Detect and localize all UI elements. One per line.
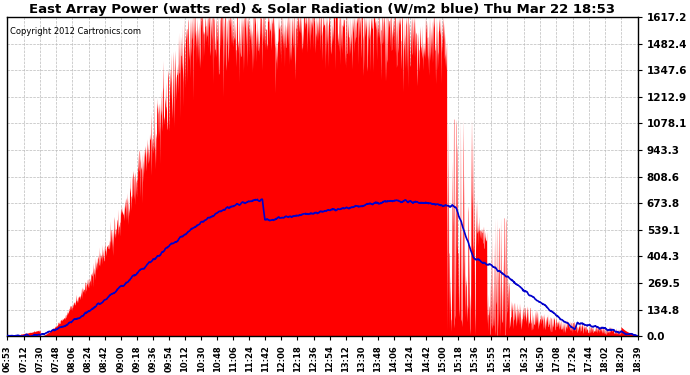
- Text: Copyright 2012 Cartronics.com: Copyright 2012 Cartronics.com: [10, 27, 141, 36]
- Title: East Array Power (watts red) & Solar Radiation (W/m2 blue) Thu Mar 22 18:53: East Array Power (watts red) & Solar Rad…: [30, 3, 615, 16]
